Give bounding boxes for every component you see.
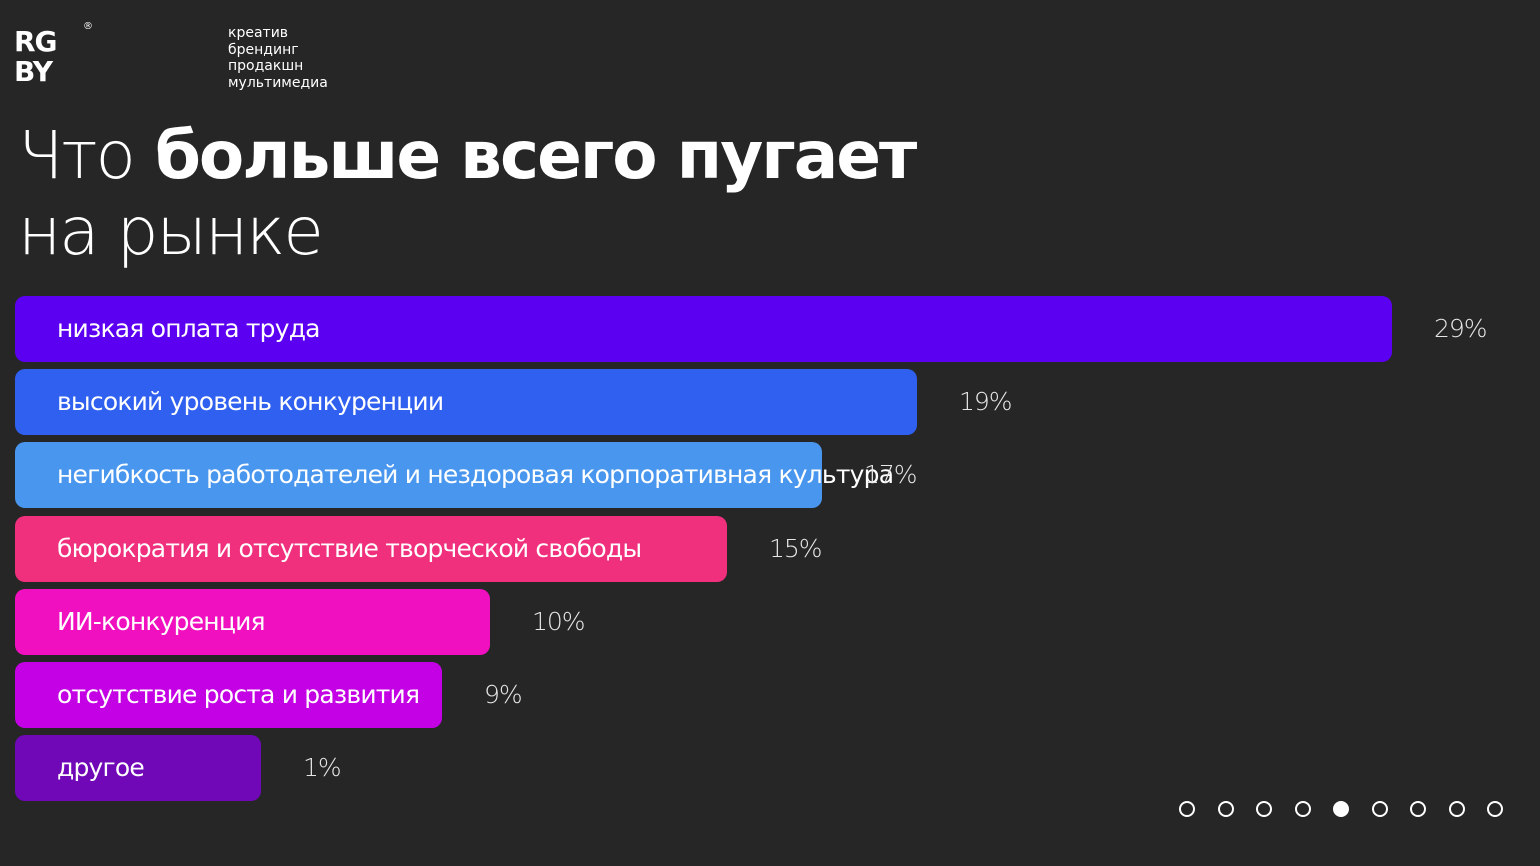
title-second-line: на рынке — [18, 193, 324, 270]
bar-label: ИИ-конкуренция — [57, 607, 266, 636]
brand-tagline: креатив брендинг продакшн мультимедиа — [228, 25, 328, 91]
bar-value-label: 1% — [303, 753, 342, 782]
rgby-logo: RG BY ® — [14, 21, 94, 88]
pagination-dot[interactable] — [1218, 801, 1234, 817]
bar-label: отсутствие роста и развития — [57, 680, 420, 709]
title-bold-part: больше всего пугает — [154, 117, 917, 194]
bar-value-label: 9% — [484, 680, 523, 709]
logo-line-2: BY — [14, 55, 53, 88]
bar-value-label: 19% — [959, 387, 1013, 416]
chart-bar — [15, 442, 822, 508]
chart-bar — [15, 369, 917, 435]
bar-label: высокий уровень конкуренции — [57, 387, 444, 416]
tagline-item: мультимедиа — [228, 74, 328, 91]
bar-value-label: 17% — [864, 460, 918, 489]
chart-title: Что больше всего пугает на рынке — [18, 117, 917, 270]
bar-value-label: 10% — [532, 607, 586, 636]
bar-label: низкая оплата труда — [57, 314, 321, 343]
tagline-item: креатив — [228, 25, 289, 41]
pagination-dot[interactable] — [1372, 801, 1388, 817]
bar-value-label: 29% — [1434, 314, 1488, 343]
chart-bar — [15, 735, 261, 801]
chart-bar — [15, 296, 1392, 362]
bar-label: негибкость работодателей и нездоровая ко… — [57, 460, 894, 489]
chart-bar — [15, 516, 727, 582]
bar-value-label: 15% — [769, 534, 823, 563]
logo-line-1: RG — [14, 25, 58, 58]
pagination-dot[interactable] — [1179, 801, 1195, 817]
pagination-dot[interactable] — [1449, 801, 1465, 817]
chart-bar — [15, 589, 490, 655]
pagination-dot[interactable] — [1256, 801, 1272, 817]
pagination-dot[interactable] — [1410, 801, 1426, 817]
title-light-part: Что — [18, 117, 136, 194]
chart-bar — [15, 662, 442, 728]
pagination-dot-active[interactable] — [1333, 801, 1349, 817]
registered-mark-icon: ® — [83, 21, 93, 32]
bar-label: бюрократия и отсутствие творческой свобо… — [57, 534, 642, 563]
tagline-item: продакшн — [228, 58, 304, 74]
tagline-item: брендинг — [228, 41, 299, 58]
bar-label: другое — [57, 753, 145, 782]
pagination-dot[interactable] — [1295, 801, 1311, 817]
pagination-dot[interactable] — [1487, 801, 1503, 817]
